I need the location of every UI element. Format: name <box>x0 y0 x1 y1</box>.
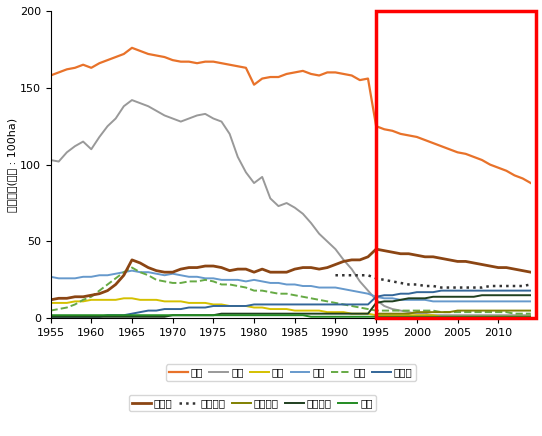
Bar <box>376 11 535 318</box>
Y-axis label: 재배면적(단위 : 100ha): 재배면적(단위 : 100ha) <box>7 118 17 211</box>
Legend: 채소류, 노지채소, 시설채소, 특용작물, 상전: 채소류, 노지채소, 시설채소, 특용작물, 상전 <box>129 395 376 412</box>
